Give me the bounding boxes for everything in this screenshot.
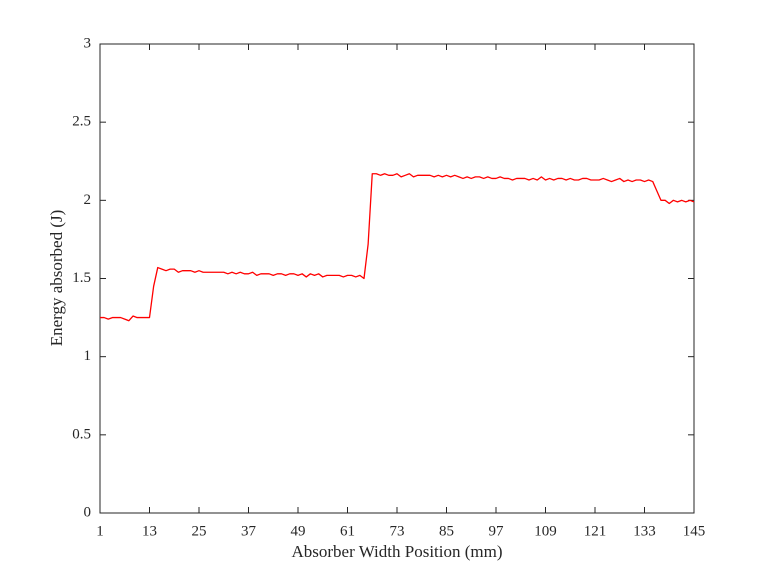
x-tick-label: 25 xyxy=(192,523,207,539)
x-tick-label: 61 xyxy=(340,523,355,539)
y-tick-label: 2 xyxy=(84,192,92,208)
data-line xyxy=(100,173,695,322)
x-tick-label: 109 xyxy=(534,523,557,539)
y-axis-label: Energy absorbed (J) xyxy=(47,210,66,347)
y-tick-label: 1.5 xyxy=(72,270,91,286)
x-tick-label: 13 xyxy=(142,523,157,539)
x-tick-label: 97 xyxy=(489,523,505,539)
y-tick-label: 0 xyxy=(84,504,92,520)
x-tick-label: 85 xyxy=(439,523,454,539)
y-tick-label: 2.5 xyxy=(72,114,91,130)
x-tick-label: 73 xyxy=(390,523,405,539)
x-tick-label: 1 xyxy=(96,523,104,539)
y-tick-label: 0.5 xyxy=(72,426,91,442)
x-tick-label: 133 xyxy=(633,523,656,539)
y-tick-label: 1 xyxy=(84,348,92,364)
x-tick-label: 49 xyxy=(291,523,306,539)
x-axis-label: Absorber Width Position (mm) xyxy=(291,542,502,561)
x-tick-label: 121 xyxy=(584,523,607,539)
x-tick-label: 37 xyxy=(241,523,257,539)
x-tick-label: 145 xyxy=(683,523,706,539)
y-tick-label: 3 xyxy=(84,35,92,51)
